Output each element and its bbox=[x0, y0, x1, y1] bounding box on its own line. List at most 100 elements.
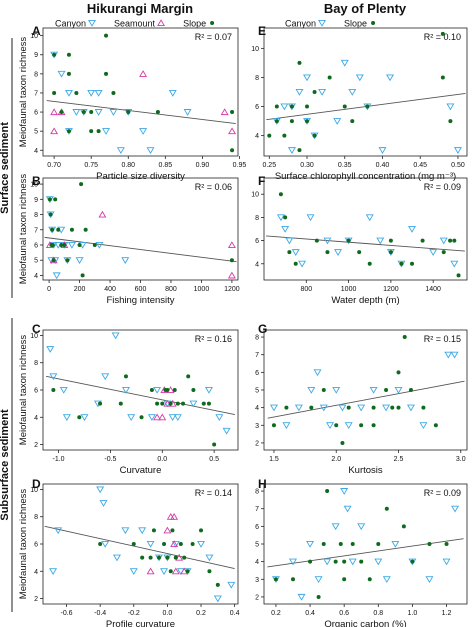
y-tick-label: 10 bbox=[30, 33, 38, 40]
data-point-slope bbox=[410, 559, 415, 564]
data-point-slope bbox=[289, 119, 294, 124]
r-squared-label: R² = 0.06 bbox=[195, 182, 232, 192]
legend-label-slope: Slope bbox=[183, 19, 206, 29]
data-point-canyon bbox=[59, 386, 68, 394]
data-point-slope bbox=[69, 227, 74, 232]
r-squared-label: R² = 0.10 bbox=[424, 32, 461, 42]
data-point-canyon bbox=[287, 147, 296, 154]
data-point-canyon bbox=[334, 249, 342, 256]
data-point-slope bbox=[186, 374, 191, 379]
r-squared-label: R² = 0.09 bbox=[424, 488, 461, 498]
legend-label-canyon: Canyon bbox=[285, 19, 316, 29]
data-point-slope bbox=[325, 250, 330, 255]
data-point-seamount bbox=[153, 413, 162, 421]
y-tick-label: 6 bbox=[34, 542, 38, 549]
y-tick-label: 10 bbox=[30, 333, 38, 340]
data-point-canyon bbox=[64, 89, 73, 97]
data-point-canyon bbox=[291, 249, 300, 256]
data-point-slope bbox=[98, 542, 103, 546]
data-point-canyon bbox=[442, 558, 451, 566]
data-point-slope bbox=[305, 119, 310, 124]
data-point-slope bbox=[230, 110, 235, 115]
series-seamount bbox=[146, 512, 189, 575]
data-point-canyon bbox=[67, 241, 76, 249]
x-tick-label: 3.0 bbox=[456, 456, 466, 463]
data-point-slope bbox=[346, 238, 351, 243]
data-point-slope bbox=[165, 388, 170, 392]
data-point-slope bbox=[305, 104, 310, 109]
panel-b: B 0 200 400 600 800 1000 1200 4 5 6 7 8 9 10 Fishing in… bbox=[18, 174, 240, 306]
y-axis-label: Meiofaunal taxon richness bbox=[18, 37, 29, 148]
data-point-canyon bbox=[281, 225, 290, 233]
x-tick-label: 0.85 bbox=[159, 162, 173, 169]
data-point-slope bbox=[190, 542, 195, 546]
data-point-canyon bbox=[378, 147, 387, 154]
data-point-canyon bbox=[419, 422, 428, 430]
y-tick-label: 10 bbox=[30, 487, 38, 494]
data-point-slope bbox=[452, 238, 457, 243]
data-point-canyon bbox=[382, 404, 391, 412]
data-point-canyon bbox=[138, 527, 147, 535]
y-tick-label: 5 bbox=[255, 542, 259, 549]
data-point-slope bbox=[440, 31, 445, 36]
data-point-slope bbox=[297, 60, 302, 65]
x-tick-label: 0.8 bbox=[373, 610, 383, 617]
x-tick-label: 2.5 bbox=[394, 456, 404, 463]
data-point-slope bbox=[357, 250, 362, 255]
data-point-slope bbox=[51, 388, 56, 392]
data-point-slope bbox=[327, 75, 332, 80]
row-group-surface: Surface sediment bbox=[0, 122, 11, 214]
data-point-slope bbox=[390, 405, 395, 410]
data-point-canyon bbox=[306, 214, 315, 222]
data-point-slope bbox=[59, 242, 64, 247]
x-tick-label: 0.0 bbox=[157, 456, 167, 463]
data-point-canyon bbox=[374, 558, 383, 566]
data-point-canyon bbox=[314, 576, 323, 584]
x-tick-label: 0.5 bbox=[209, 456, 219, 463]
x-tick-label: 0.70 bbox=[47, 162, 61, 169]
data-point-slope bbox=[408, 388, 413, 392]
data-point-slope bbox=[297, 148, 302, 153]
data-point-slope bbox=[47, 197, 52, 202]
y-tick-label: 2 bbox=[255, 594, 259, 601]
data-point-slope bbox=[342, 577, 347, 582]
data-point-slope bbox=[80, 273, 85, 278]
y-tick-label: 8 bbox=[34, 71, 38, 78]
data-point-canyon bbox=[269, 404, 278, 412]
data-point-slope bbox=[175, 401, 180, 406]
data-point-canyon bbox=[222, 427, 231, 435]
regression-line bbox=[46, 375, 235, 415]
data-point-slope bbox=[342, 559, 347, 564]
y-tick-label: 7 bbox=[255, 506, 259, 513]
data-point-slope bbox=[289, 104, 294, 109]
y-tick-label: 9 bbox=[34, 52, 38, 59]
data-point-canyon bbox=[340, 488, 349, 495]
data-point-canyon bbox=[331, 523, 340, 531]
data-point-canyon bbox=[344, 422, 353, 430]
data-point-canyon bbox=[313, 369, 322, 377]
y-tick-label: 6 bbox=[34, 242, 38, 249]
data-point-canyon bbox=[116, 147, 125, 155]
data-point-slope bbox=[229, 258, 234, 263]
data-point-slope bbox=[321, 542, 326, 546]
y-tick-label: 4 bbox=[34, 273, 38, 280]
data-point-slope bbox=[131, 542, 136, 546]
y-tick-label: 7 bbox=[34, 90, 38, 97]
data-point-canyon bbox=[102, 128, 111, 135]
data-point-canyon bbox=[306, 540, 315, 548]
panel-e: E 0.25 0.30 0.35 0.40 0.45 0.50 4 6 8 10 Surface ch… bbox=[251, 24, 468, 182]
y-tick-label: 4 bbox=[255, 133, 259, 140]
y-tick-label: 4 bbox=[255, 559, 259, 566]
data-point-slope bbox=[62, 242, 67, 247]
y-tick-label: 6 bbox=[255, 104, 259, 111]
data-point-canyon bbox=[332, 386, 341, 394]
data-point-slope bbox=[325, 489, 330, 494]
data-point-slope bbox=[371, 423, 376, 428]
data-point-canyon bbox=[297, 593, 306, 601]
y-tick-label: 5 bbox=[255, 388, 259, 395]
data-point-canyon bbox=[394, 386, 403, 394]
data-point-slope bbox=[367, 261, 372, 266]
data-point-slope bbox=[65, 258, 70, 263]
data-point-slope bbox=[314, 238, 319, 243]
data-point-slope bbox=[104, 71, 109, 76]
